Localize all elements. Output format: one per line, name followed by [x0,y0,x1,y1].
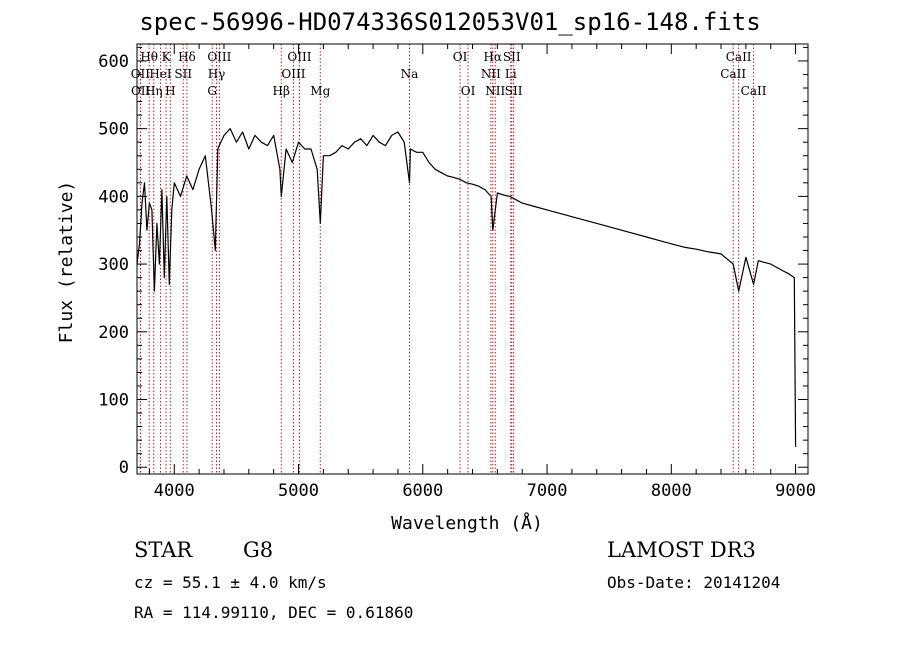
x-axis-ticks: 4000 5000 6000 7000 8000 9000 [148,44,816,501]
line-marker-label: K [162,50,172,64]
line-marker-label: Hη [145,84,163,98]
line-marker-label: OII [131,67,151,81]
x-tick-label: 8000 [651,481,692,501]
line-marker-label: Hα [483,50,502,64]
line-marker-label: Hδ [178,50,196,64]
line-marker-label: SII [503,50,521,64]
line-marker-label: NII [485,84,505,98]
spectrum-line [136,128,797,447]
line-marker-label: CaII [741,84,767,98]
line-marker-label: Hγ [208,67,226,81]
line-marker-label: OIII [281,67,305,81]
line-marker-label: CaII [720,67,746,81]
x-tick-label: 5000 [278,481,319,501]
line-marker-label: Li [505,67,517,81]
coordinates: RA = 114.99110, DEC = 0.61860 [134,603,414,622]
redshift-velocity: cz = 55.1 ± 4.0 km/s [134,573,327,592]
emission-line-markers [139,44,755,474]
chart-title: spec-56996-HD074336S012053V01_sp16-148.f… [139,8,761,36]
plot-frame [136,43,809,475]
y-axis-label: Flux (relative) [56,181,77,344]
line-marker-label: SII [174,67,192,81]
y-tick-label: 300 [98,255,129,275]
x-tick-label: 9000 [775,481,816,501]
survey-name: LAMOST DR3 [607,538,756,562]
line-marker-label: Na [401,67,419,81]
line-marker-label: SII [505,84,523,98]
line-marker-label: OIII [287,50,311,64]
x-axis-label: Wavelength (Å) [391,512,543,534]
x-tick-label: 6000 [402,481,443,501]
y-tick-label: 100 [98,391,129,411]
y-axis-ticks: 0 100 200 300 400 500 600 [98,46,808,478]
line-marker-label: OI [453,50,468,64]
line-marker-label: CaII [726,50,752,64]
spectrum-layer [136,128,797,447]
object-class: STAR [134,538,193,562]
line-marker-label: Hβ [273,84,290,98]
line-marker-label: Mg [310,84,330,98]
observation-date: Obs-Date: 20141204 [607,573,781,592]
line-marker-label: OI [461,84,476,98]
y-tick-label: 600 [98,52,129,72]
spectral-subclass: G8 [243,538,274,562]
y-tick-label: 0 [119,458,129,478]
line-marker-label: OII [131,84,151,98]
y-tick-label: 200 [98,323,129,343]
line-marker-label: H [165,84,175,98]
y-tick-label: 500 [98,120,129,140]
line-marker-label: G [207,84,217,98]
line-marker-label: Hθ [140,50,158,64]
x-tick-label: 4000 [154,481,195,501]
line-marker-label: HeI [149,67,172,81]
line-marker-labels: Hθ OII OII K HeI Hη Hδ SII H OIII Hγ G OIII OIII Hβ Mg N… [131,50,767,98]
x-tick-label: 7000 [527,481,568,501]
y-tick-label: 400 [98,187,129,207]
line-marker-label: OIII [207,50,231,64]
line-marker-label: NII [481,67,501,81]
